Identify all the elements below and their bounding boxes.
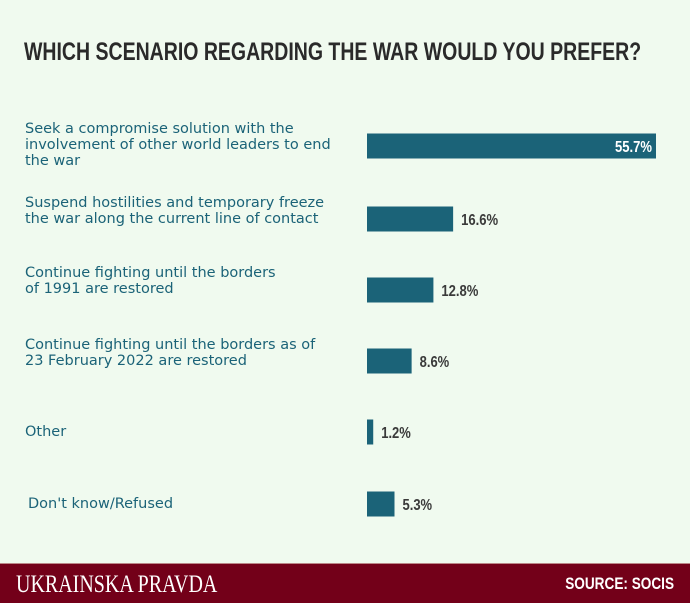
bar bbox=[367, 133, 656, 159]
value-label: 1.2% bbox=[381, 425, 411, 442]
bar bbox=[367, 491, 395, 517]
value-label: 8.6% bbox=[420, 354, 450, 371]
bar bbox=[367, 419, 374, 445]
bar bbox=[367, 206, 454, 232]
chart-title: WHICH SCENARIO REGARDING THE WAR WOULD Y… bbox=[24, 38, 642, 66]
bar-chart: 55.7% 16.6% 12.8% 8.6% 1.2% 5.3% bbox=[367, 133, 656, 517]
value-label: 55.7% bbox=[615, 139, 652, 156]
footer: UKRAINSKA PRAVDA SOURCE: SOCIS bbox=[0, 563, 690, 603]
category-label: Continue fighting until the borders as o… bbox=[25, 337, 316, 369]
value-label: 5.3% bbox=[402, 497, 432, 514]
value-label: 16.6% bbox=[461, 212, 498, 229]
category-label: Suspend hostilities and temporary freeze… bbox=[25, 195, 325, 227]
value-label: 12.8% bbox=[441, 283, 478, 300]
bar bbox=[367, 348, 412, 374]
category-label: Other bbox=[25, 424, 67, 440]
category-label: Continue fighting until the borders of 1… bbox=[25, 265, 276, 297]
category-label: Don't know/Refused bbox=[28, 496, 174, 512]
bar bbox=[367, 277, 434, 303]
brand-logo: UKRAINSKA PRAVDA bbox=[16, 571, 218, 598]
source-label: SOURCE: SOCIS bbox=[565, 574, 674, 593]
category-label: Seek a compromise solution with the invo… bbox=[25, 121, 331, 169]
